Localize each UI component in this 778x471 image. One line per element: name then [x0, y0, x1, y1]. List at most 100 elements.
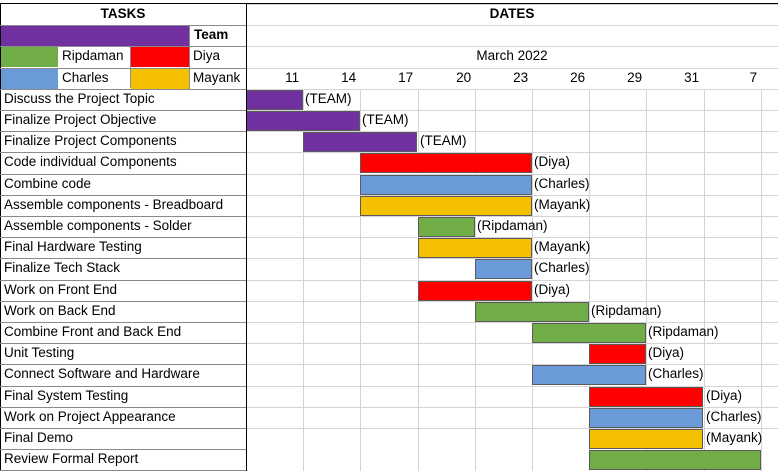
grid-line-v	[418, 89, 419, 471]
x-tick-label: 7	[749, 70, 758, 85]
bar-label: (Mayank)	[534, 197, 591, 212]
grid-line-v	[761, 89, 762, 471]
bar-label: (TEAM)	[305, 91, 352, 106]
gantt-bar	[418, 217, 475, 237]
grid-line-v	[646, 89, 647, 471]
gantt-bar	[589, 450, 761, 470]
row-border	[0, 258, 246, 259]
bar-label: (Charles)	[706, 409, 762, 424]
task-name: Final System Testing	[4, 388, 129, 403]
gantt-bar	[475, 259, 532, 279]
row-border	[0, 195, 246, 196]
grid-line-h	[246, 407, 778, 408]
gantt-bar	[303, 132, 417, 152]
row-border	[0, 322, 246, 323]
grid-line-h	[246, 89, 778, 90]
x-tick-label: 26	[570, 70, 586, 85]
legend-label-charles: Charles	[62, 70, 109, 85]
bar-label: (Ripdaman)	[591, 303, 662, 318]
grid-line-v	[303, 89, 304, 471]
grid-line-h	[246, 301, 778, 302]
grid-line-v	[475, 89, 476, 471]
bar-label: (Mayank)	[534, 239, 591, 254]
row-border	[0, 428, 246, 429]
grid-line-h	[246, 152, 778, 153]
dates-header: DATES	[489, 6, 535, 21]
task-name: Finalize Project Objective	[4, 112, 157, 127]
task-name: Work on Back End	[4, 303, 116, 318]
task-name: Assemble components - Breadboard	[4, 197, 224, 212]
row-border	[0, 449, 246, 450]
grid-line-h	[246, 131, 778, 132]
gantt-bar	[532, 365, 646, 385]
legend-label-mayank: Mayank	[193, 70, 241, 85]
bar-label: (Charles)	[534, 260, 590, 275]
grid-line-h	[246, 428, 778, 429]
bar-label: (Diya)	[534, 282, 570, 297]
grid-line-h	[246, 322, 778, 323]
x-tick-label: 20	[456, 70, 472, 85]
bar-label: (Ripdaman)	[648, 324, 719, 339]
legend-swatch-diya	[131, 46, 189, 67]
task-name: Final Hardware Testing	[4, 239, 142, 254]
grid-line-v	[589, 89, 590, 471]
gantt-bar	[589, 387, 703, 407]
bar-label: (Ripdaman)	[477, 218, 548, 233]
gantt-bar	[246, 111, 360, 131]
x-tick-label: 11	[285, 70, 300, 85]
grid-line-v	[360, 89, 361, 471]
grid-line-h	[246, 364, 778, 365]
gantt-bar	[589, 408, 703, 428]
grid-line-h	[246, 280, 778, 281]
task-name: Assemble components - Solder	[4, 218, 192, 233]
grid-line-h	[246, 46, 778, 47]
row-border	[0, 89, 246, 90]
row-border	[0, 364, 246, 365]
month-label: March 2022	[476, 48, 548, 63]
row-border	[0, 174, 246, 175]
task-name: Combine code	[4, 176, 92, 191]
gantt-bar	[589, 429, 703, 449]
row-border	[0, 46, 246, 47]
grid-line-h	[246, 386, 778, 387]
x-tick-label: 17	[398, 70, 414, 85]
row-border	[0, 216, 246, 217]
row-border	[0, 25, 246, 26]
tasks-header: TASKS	[100, 6, 146, 21]
task-name: Discuss the Project Topic	[4, 91, 155, 106]
legend-swatch-mayank	[131, 68, 189, 89]
bar-label: (Charles)	[648, 366, 704, 381]
legend-swatch-ripdaman	[0, 46, 58, 67]
border-top	[0, 3, 778, 4]
bar-label: (Diya)	[534, 154, 570, 169]
bar-label: (Mayank)	[706, 430, 763, 445]
bar-label: (Diya)	[648, 345, 684, 360]
grid-line-v	[532, 89, 533, 471]
row-border	[0, 343, 246, 344]
task-name: Code individual Components	[4, 154, 177, 169]
legend-swatch-charles	[0, 68, 58, 89]
row-border	[0, 386, 246, 387]
task-name: Review Formal Report	[4, 451, 139, 466]
x-tick-label: 31	[684, 70, 700, 85]
grid-line-h	[246, 343, 778, 344]
gantt-bar	[360, 175, 532, 195]
bar-label: (TEAM)	[420, 133, 467, 148]
gantt-bar	[532, 323, 646, 343]
grid-line-h	[246, 110, 778, 111]
gantt-bar	[246, 90, 303, 110]
row-border	[0, 131, 246, 132]
x-tick-label: 14	[341, 70, 357, 85]
task-name: Connect Software and Hardware	[4, 366, 200, 381]
x-tick-label: 23	[513, 70, 529, 85]
task-name: Work on Project Appearance	[4, 409, 176, 424]
grid-line-h	[246, 68, 778, 69]
gantt-bar	[589, 344, 646, 364]
task-name: Combine Front and Back End	[4, 324, 182, 339]
legend-label-ripdaman: Ripdaman	[62, 48, 124, 63]
border-left-dates	[246, 3, 247, 471]
legend-divider	[189, 25, 190, 89]
gantt-bar	[475, 302, 589, 322]
grid-line-h	[246, 174, 778, 175]
